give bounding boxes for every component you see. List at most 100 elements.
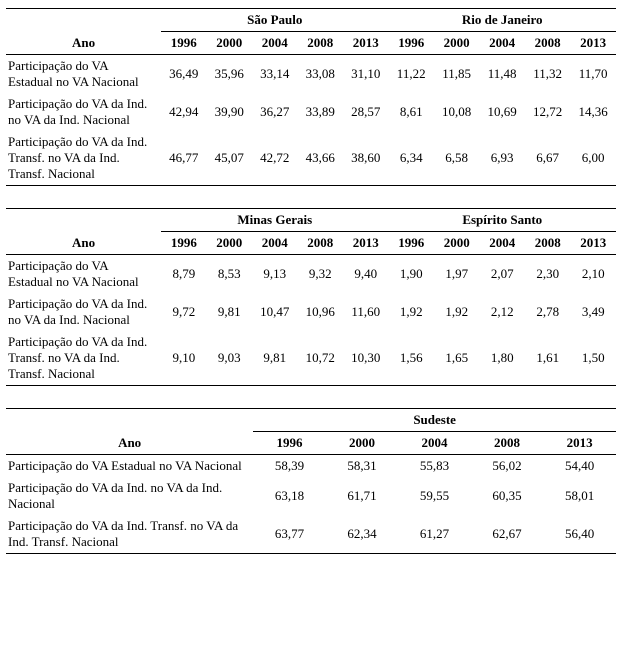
value-cell: 10,69: [479, 93, 524, 131]
region-header: Espírito Santo: [389, 209, 617, 232]
value-cell: 1,92: [434, 293, 479, 331]
value-cell: 63,18: [253, 477, 326, 515]
data-table: São PauloRio de JaneiroAno19962000200420…: [6, 8, 616, 186]
value-cell: 10,96: [298, 293, 343, 331]
value-cell: 9,10: [161, 331, 206, 386]
table-row: Participação do VA da Ind. no VA da Ind.…: [6, 477, 616, 515]
value-cell: 1,65: [434, 331, 479, 386]
year-header: 2008: [297, 32, 342, 55]
indicator-cell: Participação do VA da Ind. no VA da Ind.…: [6, 93, 161, 131]
value-cell: 35,96: [207, 55, 252, 94]
value-cell: 38,60: [343, 131, 389, 186]
value-cell: 10,08: [434, 93, 479, 131]
value-cell: 14,36: [570, 93, 616, 131]
year-header: 2013: [343, 232, 388, 255]
table-row: Participação do VA da Ind. Transf. no VA…: [6, 331, 616, 386]
header-empty: [6, 209, 161, 232]
value-cell: 60,35: [471, 477, 544, 515]
ano-header: Ano: [6, 432, 253, 455]
value-cell: 9,32: [298, 255, 343, 294]
value-cell: 59,55: [398, 477, 471, 515]
indicator-cell: Participação do VA Estadual no VA Nacion…: [6, 455, 253, 478]
year-header: 1996: [389, 232, 434, 255]
value-cell: 9,13: [252, 255, 297, 294]
value-cell: 6,58: [434, 131, 479, 186]
value-cell: 61,27: [398, 515, 471, 554]
year-header: 2004: [479, 232, 524, 255]
value-cell: 46,77: [161, 131, 206, 186]
value-cell: 6,93: [479, 131, 524, 186]
value-cell: 58,39: [253, 455, 326, 478]
value-cell: 2,10: [570, 255, 616, 294]
ano-header: Ano: [6, 232, 161, 255]
value-cell: 9,81: [252, 331, 297, 386]
value-cell: 58,01: [543, 477, 616, 515]
indicator-cell: Participação do VA Estadual no VA Nacion…: [6, 55, 161, 94]
region-header: Rio de Janeiro: [388, 9, 616, 32]
value-cell: 9,72: [161, 293, 206, 331]
year-header: 2013: [543, 432, 616, 455]
value-cell: 62,67: [471, 515, 544, 554]
value-cell: 9,81: [207, 293, 252, 331]
year-header: 2013: [570, 232, 616, 255]
value-cell: 56,40: [543, 515, 616, 554]
value-cell: 6,34: [388, 131, 433, 186]
value-cell: 1,80: [479, 331, 524, 386]
year-header: 2000: [434, 32, 479, 55]
value-cell: 54,40: [543, 455, 616, 478]
value-cell: 63,77: [253, 515, 326, 554]
value-cell: 12,72: [525, 93, 570, 131]
tables-root: São PauloRio de JaneiroAno19962000200420…: [6, 8, 616, 554]
region-header: Sudeste: [253, 409, 616, 432]
value-cell: 6,67: [525, 131, 570, 186]
value-cell: 9,03: [207, 331, 252, 386]
year-header: 2000: [207, 32, 252, 55]
value-cell: 11,60: [343, 293, 388, 331]
value-cell: 1,90: [389, 255, 434, 294]
year-header: 2008: [525, 32, 570, 55]
header-empty: [6, 409, 253, 432]
value-cell: 1,56: [389, 331, 434, 386]
value-cell: 42,94: [161, 93, 206, 131]
year-header: 2000: [434, 232, 479, 255]
value-cell: 1,50: [570, 331, 616, 386]
year-header: 1996: [161, 32, 206, 55]
value-cell: 10,47: [252, 293, 297, 331]
value-cell: 11,22: [388, 55, 433, 94]
value-cell: 31,10: [343, 55, 389, 94]
year-header: 2008: [298, 232, 343, 255]
value-cell: 11,85: [434, 55, 479, 94]
indicator-cell: Participação do VA da Ind. no VA da Ind.…: [6, 477, 253, 515]
value-cell: 56,02: [471, 455, 544, 478]
value-cell: 11,70: [570, 55, 616, 94]
year-header: 2004: [252, 32, 297, 55]
year-header: 2000: [207, 232, 252, 255]
indicator-cell: Participação do VA da Ind. Transf. no VA…: [6, 515, 253, 554]
value-cell: 28,57: [343, 93, 389, 131]
value-cell: 33,14: [252, 55, 297, 94]
value-cell: 8,53: [207, 255, 252, 294]
year-header: 1996: [253, 432, 326, 455]
value-cell: 9,40: [343, 255, 388, 294]
ano-header: Ano: [6, 32, 161, 55]
value-cell: 11,48: [479, 55, 524, 94]
header-empty: [6, 9, 161, 32]
value-cell: 62,34: [326, 515, 399, 554]
year-header: 1996: [388, 32, 433, 55]
region-header: São Paulo: [161, 9, 388, 32]
value-cell: 1,61: [525, 331, 570, 386]
table-row: Participação do VA da Ind. Transf. no VA…: [6, 515, 616, 554]
table-row: Participação do VA Estadual no VA Nacion…: [6, 55, 616, 94]
value-cell: 2,78: [525, 293, 570, 331]
value-cell: 2,30: [525, 255, 570, 294]
value-cell: 39,90: [207, 93, 252, 131]
year-header: 1996: [161, 232, 206, 255]
value-cell: 45,07: [207, 131, 252, 186]
value-cell: 3,49: [570, 293, 616, 331]
data-table: Minas GeraisEspírito SantoAno19962000200…: [6, 208, 616, 386]
indicator-cell: Participação do VA Estadual no VA Nacion…: [6, 255, 161, 294]
value-cell: 61,71: [326, 477, 399, 515]
value-cell: 42,72: [252, 131, 297, 186]
value-cell: 58,31: [326, 455, 399, 478]
table-row: Participação do VA da Ind. no VA da Ind.…: [6, 293, 616, 331]
